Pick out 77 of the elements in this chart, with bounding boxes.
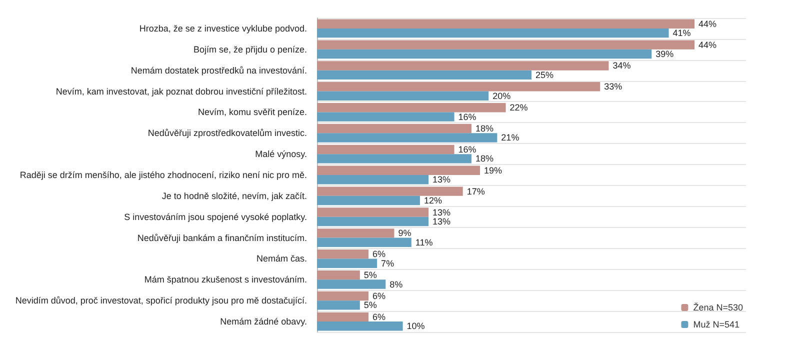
y-tick-label: Je to hodně složité, nevím, jak začít. <box>162 190 307 201</box>
legend-label: Žena N=530 <box>693 302 744 312</box>
bar <box>317 291 368 301</box>
y-tick-label: Nemám dostatek prostředků na investování. <box>130 65 307 76</box>
y-tick-label: Nedůvěřuji bankám a finančním institucím. <box>137 232 307 243</box>
bar <box>317 70 532 80</box>
data-label: 21% <box>501 132 520 143</box>
bar <box>317 40 695 50</box>
data-label: 20% <box>492 90 511 101</box>
bar <box>317 133 498 142</box>
data-label: 34% <box>612 60 631 71</box>
data-label: 16% <box>458 144 476 154</box>
bar <box>317 258 378 268</box>
bar <box>317 216 429 226</box>
bar <box>317 196 420 206</box>
data-label: 11% <box>415 237 433 248</box>
y-tick-label: Nevím, kam investovat, jak poznat dobrou investiční příležitost. <box>56 86 307 96</box>
bar <box>317 300 360 310</box>
bar <box>317 322 403 331</box>
bar <box>317 312 368 322</box>
y-tick-label: Nedůvěřuji zprostředkovatelům investic. <box>148 128 307 138</box>
bar <box>317 238 412 248</box>
bar <box>317 61 609 70</box>
data-label: 41% <box>672 28 691 38</box>
data-label: 12% <box>424 196 442 206</box>
data-label: 39% <box>656 49 674 60</box>
y-tick-label: Nevidím důvod, proč investovat, spořicí produkty jsou pro mě dostačující. <box>15 296 307 306</box>
bar <box>317 91 489 100</box>
data-label: 5% <box>364 300 377 310</box>
data-label: 5% <box>364 270 377 280</box>
bar <box>317 250 368 259</box>
bar <box>317 112 454 122</box>
data-label: 22% <box>510 102 528 113</box>
bar <box>317 19 695 28</box>
data-label: 13% <box>432 174 451 185</box>
bar <box>317 280 386 289</box>
y-tick-label: Mám špatnou zkušenost s investováním. <box>144 274 307 285</box>
data-label: 44% <box>698 18 717 29</box>
data-label: 6% <box>372 312 386 322</box>
bar <box>317 49 652 59</box>
data-label: 18% <box>475 124 494 134</box>
data-label: 9% <box>398 228 412 238</box>
data-label: 10% <box>406 321 425 332</box>
data-label: 25% <box>536 70 554 80</box>
y-tick-label: Nevím, komu svěřit peníze. <box>198 107 307 118</box>
y-tick-label: Hrozba, že se z investice vyklube podvod. <box>139 23 307 34</box>
y-tick-label: Bojím se, že přijdu o peníze. <box>193 44 307 54</box>
bar <box>317 144 454 154</box>
data-label: 6% <box>372 290 386 301</box>
data-label: 17% <box>466 186 485 196</box>
legend-label: Muž N=541 <box>693 320 740 330</box>
data-label: 7% <box>381 258 394 268</box>
y-tick-label: Raději se držím menšího, ale jistého zhodnocení, riziko není nic pro mě. <box>20 170 307 180</box>
y-tick-label: Malé výnosy. <box>255 149 307 160</box>
data-label: 44% <box>698 40 717 50</box>
data-label: 8% <box>390 279 403 290</box>
bar <box>317 166 480 175</box>
data-label: 33% <box>604 82 622 92</box>
data-label: 16% <box>458 112 476 122</box>
bar <box>317 208 429 217</box>
y-tick-label: Nemám žádné obavy. <box>220 316 307 327</box>
data-label: 6% <box>372 249 386 260</box>
y-tick-label: S investováním jsou spojené vysoké poplatky. <box>124 212 307 222</box>
bar <box>317 154 472 164</box>
bar <box>317 186 463 196</box>
data-label: 13% <box>432 207 451 218</box>
bar <box>317 228 394 238</box>
y-tick-label: Nemám čas. <box>256 254 307 264</box>
bar <box>317 82 600 92</box>
bar <box>317 270 360 280</box>
data-label: 19% <box>484 165 502 176</box>
bar <box>317 28 669 38</box>
data-label: 18% <box>475 154 494 164</box>
bar <box>317 175 429 184</box>
bar <box>317 102 506 112</box>
data-label: 13% <box>432 216 451 226</box>
bar <box>317 124 472 134</box>
